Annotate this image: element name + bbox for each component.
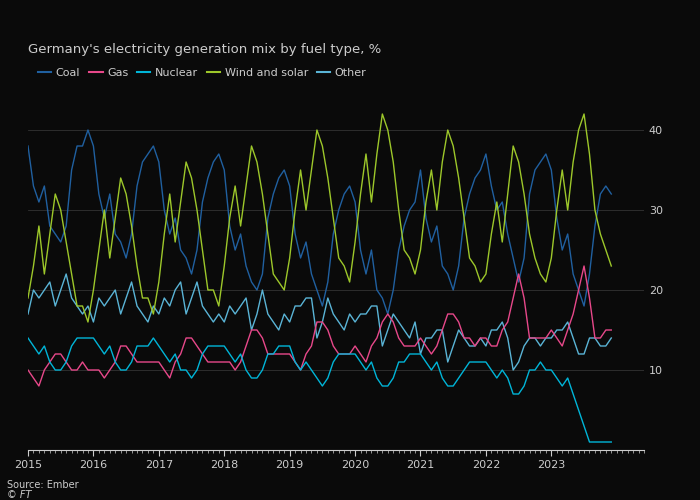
- Text: © FT: © FT: [7, 490, 31, 500]
- Legend: Coal, Gas, Nuclear, Wind and solar, Other: Coal, Gas, Nuclear, Wind and solar, Othe…: [34, 63, 371, 82]
- Text: Germany's electricity generation mix by fuel type, %: Germany's electricity generation mix by …: [28, 43, 382, 56]
- Text: Source: Ember: Source: Ember: [7, 480, 78, 490]
